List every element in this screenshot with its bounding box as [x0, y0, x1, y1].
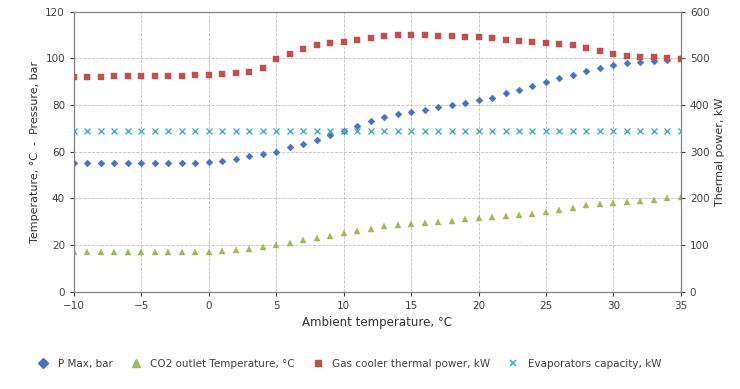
Legend: P Max, bar, CO2 outlet Temperature, °C, Gas cooler thermal power, kW, Evaporator: P Max, bar, CO2 outlet Temperature, °C, … [33, 359, 662, 368]
Y-axis label: Temperature, °C  -  Pressure, bar: Temperature, °C - Pressure, bar [30, 61, 40, 243]
Y-axis label: Thermal power, kW: Thermal power, kW [715, 98, 725, 206]
X-axis label: Ambient temperature, °C: Ambient temperature, °C [303, 316, 452, 329]
